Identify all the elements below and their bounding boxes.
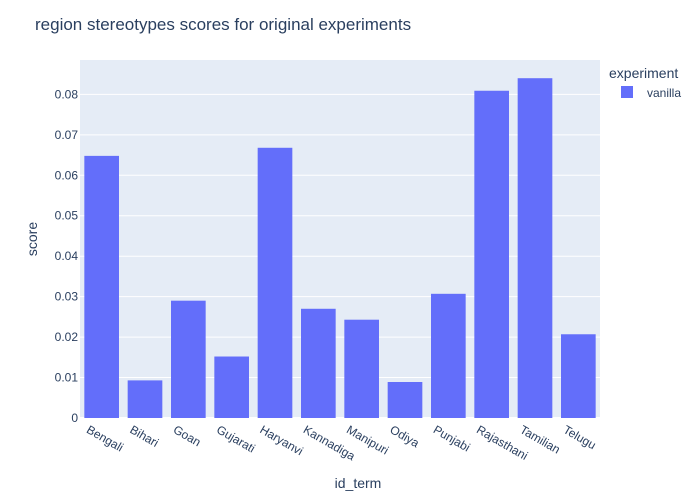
legend-label-vanilla[interactable]: vanilla [647,86,681,100]
y-tick-label: 0.04 [55,249,79,263]
y-axis-ticks: 0 0.01 0.02 0.03 0.04 0.05 0.06 0.07 0.08 [55,87,79,425]
y-tick-label: 0 [71,411,78,425]
x-tick-label: Gujarati [214,422,257,455]
bar-kannadiga[interactable] [301,308,336,418]
x-tick-label: Haryanvi [258,422,306,458]
bar-goan[interactable] [171,300,206,418]
y-tick-label: 0.05 [55,209,79,223]
y-tick-label: 0.06 [55,168,79,182]
bar-telugu[interactable] [561,334,596,418]
bar-rajasthani[interactable] [474,90,509,418]
y-axis-title: score [24,222,40,256]
y-tick-label: 0.01 [55,371,79,385]
x-axis-ticks: Bengali Bihari Goan Gujarati HaryanviKannadi… [84,422,598,463]
x-tick-label: Telugu [561,422,599,452]
legend[interactable]: experiment vanilla [609,65,681,100]
x-axis-title: id_term [335,475,382,491]
y-tick-label: 0.08 [55,87,79,101]
bar-tamilian[interactable] [517,78,553,418]
x-tick-label: Odiya [388,422,422,450]
bar-odiya[interactable] [387,381,423,418]
bar-bengali[interactable] [84,155,119,418]
x-tick-label: Bengali [84,422,126,454]
bar-punjabi[interactable] [431,293,466,418]
x-tick-label: Punjabi [431,422,473,454]
bar-bihari[interactable] [127,380,163,418]
chart-title: region stereotypes scores for original e… [35,15,411,34]
bars [84,78,596,418]
y-tick-label: 0.03 [55,290,79,304]
y-tick-label: 0.07 [55,128,79,142]
bar-haryanvi[interactable] [257,147,293,418]
x-tick-label: Goan [171,422,203,449]
plot-background [80,60,600,418]
gridlines [80,93,600,419]
legend-title: experiment [609,65,678,81]
bar-manipuri[interactable] [344,319,379,418]
y-tick-label: 0.02 [55,330,79,344]
legend-swatch-vanilla[interactable] [621,86,633,98]
bar-gujarati[interactable] [214,356,249,418]
x-tick-label: Bihari [128,422,162,449]
